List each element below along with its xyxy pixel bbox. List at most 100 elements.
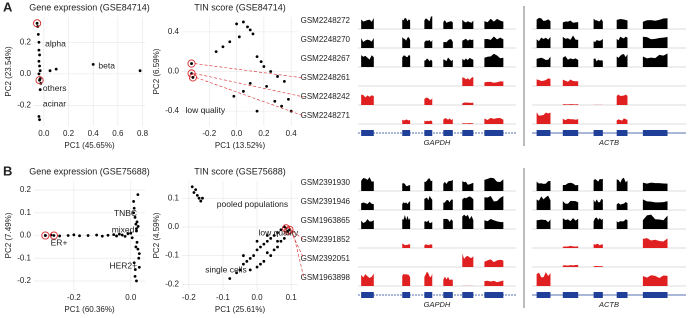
point-ring (35, 76, 44, 85)
coverage (562, 264, 603, 267)
point (269, 236, 273, 240)
coverage (536, 112, 628, 124)
gene-exon (484, 130, 504, 136)
y-tick-label: 0.2 (20, 37, 32, 46)
x-tick-label: 0.0 (231, 129, 243, 138)
point (37, 40, 41, 44)
point (279, 228, 283, 232)
gene-exon (402, 130, 411, 136)
link-line (288, 228, 305, 241)
link-line (195, 77, 305, 117)
point (269, 254, 273, 257)
point (276, 245, 279, 249)
x-tick-label: 0.2 (258, 129, 270, 138)
gene-exon (642, 130, 668, 136)
point (38, 64, 41, 68)
point (248, 268, 252, 272)
point (37, 72, 41, 76)
point (259, 262, 262, 266)
gene-name: ACTB (598, 300, 619, 309)
point (228, 277, 232, 280)
point (259, 245, 262, 249)
annotation: HER2+ (109, 260, 137, 270)
coverage (536, 214, 668, 229)
point (91, 62, 95, 66)
sample-label: GSM2391852 (301, 235, 351, 244)
point (37, 115, 41, 118)
panel-label: A (3, 0, 13, 14)
point (136, 247, 140, 251)
point (251, 32, 255, 36)
point (36, 32, 40, 36)
point (255, 265, 259, 269)
point (38, 88, 42, 92)
sample-label: GSM2248272 (301, 16, 351, 25)
chart-title: Gene expression (GSE75688) (29, 166, 150, 176)
point (106, 233, 110, 237)
point (35, 21, 39, 25)
point (276, 231, 279, 235)
gene-exon (562, 292, 579, 298)
sample-label: GSM2248271 (301, 111, 351, 120)
annotation: ER+ (51, 237, 68, 247)
point (38, 118, 41, 122)
point (133, 215, 137, 219)
point (195, 193, 199, 197)
point (120, 233, 124, 237)
point (221, 45, 225, 49)
sample-label: GSM1963865 (301, 216, 351, 225)
point (136, 225, 140, 228)
point (232, 94, 236, 98)
gene-exon (424, 130, 433, 136)
point (248, 257, 252, 260)
y-tick-label: 0.4 (168, 27, 180, 36)
point (201, 196, 204, 200)
sample-label: GSM2391946 (301, 197, 351, 206)
coverage (402, 117, 504, 124)
chart-title: TIN score (GSE75688) (194, 166, 286, 176)
x-axis-label: PC1 (60.36%) (64, 305, 115, 314)
point (242, 89, 245, 93)
gene-exon (616, 292, 628, 298)
point (126, 232, 130, 236)
annotation: pooled populations (217, 199, 288, 209)
point (255, 248, 259, 252)
sample-label: GSM2248270 (301, 35, 351, 44)
point (112, 233, 116, 236)
point (265, 251, 269, 255)
point (282, 236, 286, 240)
point (133, 268, 137, 271)
point (235, 271, 238, 275)
point (130, 236, 134, 240)
point (265, 239, 269, 243)
point (265, 84, 269, 88)
point (245, 259, 249, 263)
y-tick-label: -0.2 (165, 279, 179, 288)
gene-exon (424, 292, 433, 298)
point (194, 188, 198, 192)
annotation: beta (98, 60, 115, 70)
point (262, 242, 266, 246)
coverage (361, 36, 504, 48)
coverage (462, 253, 504, 267)
coverage (536, 53, 668, 67)
point (66, 234, 70, 237)
annotation: TNBC (114, 208, 137, 218)
y-tick-label: 0.1 (168, 193, 180, 202)
point (43, 234, 47, 237)
point (100, 234, 104, 238)
annotation: low quality (185, 105, 225, 115)
x-tick-label: -0.2 (67, 293, 81, 302)
point (134, 222, 138, 226)
chart-title: Gene expression (GSE84714) (29, 2, 150, 12)
point (48, 69, 52, 73)
point-ring (41, 231, 50, 240)
point (132, 200, 136, 203)
point (242, 262, 245, 266)
coverage (361, 16, 504, 29)
x-tick-label: 0.0 (38, 129, 50, 138)
point (276, 239, 279, 243)
gene-exon (536, 130, 551, 136)
gene-exon (402, 292, 411, 298)
